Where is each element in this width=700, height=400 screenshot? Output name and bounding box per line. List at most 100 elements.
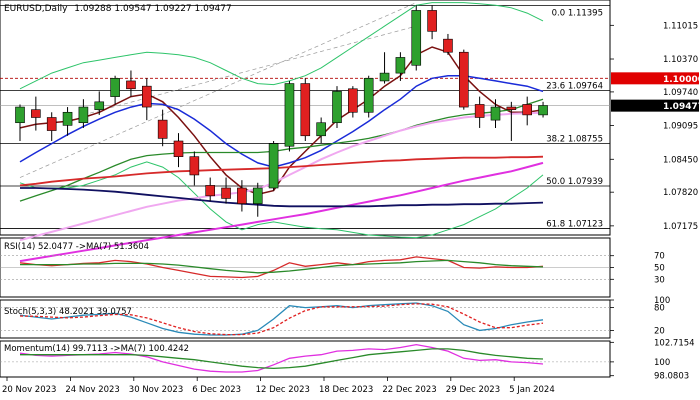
candle xyxy=(538,101,548,118)
panel-3: 102.7154 100 98.0803 xyxy=(0,338,695,382)
panel-y-tick-label: 70 xyxy=(654,252,665,262)
panel-y-tick-label: 100 xyxy=(654,358,670,368)
candle xyxy=(363,75,374,118)
trendline-1 xyxy=(83,25,417,116)
candle xyxy=(173,133,184,168)
bear-candle-body xyxy=(46,117,57,131)
y-tick-label: 1.09740 xyxy=(663,88,698,98)
candle xyxy=(268,141,279,191)
candle xyxy=(78,99,89,128)
bull-candle-body xyxy=(62,111,73,126)
y-tick-label: 1.09095 xyxy=(663,122,698,132)
candle xyxy=(395,52,406,81)
x-tick-label: 29 Dec 2023 xyxy=(446,385,500,395)
candle xyxy=(110,75,120,105)
candle xyxy=(189,151,200,186)
level-badge-text: 1.10000 xyxy=(663,75,700,85)
symbol-label: EURUSD,Daily xyxy=(4,4,68,14)
bear-candle-body xyxy=(427,10,437,32)
candle xyxy=(300,78,311,141)
bollinger-upper-line xyxy=(19,2,544,90)
y-tick-label: 1.07175 xyxy=(663,222,698,232)
bear-candle-body xyxy=(126,80,136,90)
bear-candle-body xyxy=(142,85,152,108)
price-level-labels: 0.0 1.11395 23.6 1.09764 38.2 1.08755 50.0 … xyxy=(546,8,603,229)
y-tick-label: 1.07820 xyxy=(663,188,698,198)
series-line-1 xyxy=(20,348,544,370)
stoch-title: Stoch(5,3,3) 48.2021 39.0757 xyxy=(4,307,132,317)
pink-moving-average-line xyxy=(19,111,544,242)
ohlc-label: 1.09288 1.09547 1.09227 1.09477 xyxy=(74,4,231,14)
fib-label-3: 50.0 1.07939 xyxy=(546,177,603,187)
bull-candle-body xyxy=(252,187,263,204)
candle xyxy=(142,78,152,121)
candle xyxy=(15,104,25,141)
candle xyxy=(46,112,57,141)
candle xyxy=(427,5,437,40)
bull-candle-body xyxy=(538,105,548,116)
candle xyxy=(443,33,453,55)
trendline-0 xyxy=(19,2,417,178)
candle xyxy=(411,5,422,71)
candle xyxy=(31,96,41,131)
svg-text:EURUSD,Daily 1.09288 1.095: EURUSD,Daily 1.09288 1.09547 1.09227 1.0… xyxy=(4,4,232,14)
series-line-0 xyxy=(19,343,544,373)
candle xyxy=(474,96,485,128)
panel-y-tick-label: 98.0803 xyxy=(654,372,689,382)
candle xyxy=(316,117,326,144)
candles xyxy=(15,5,548,217)
navy-moving-average-line xyxy=(20,187,544,208)
candle xyxy=(522,96,533,126)
candle xyxy=(237,180,247,212)
last-price-text: 1.09477 xyxy=(663,102,700,112)
bear-candle-body xyxy=(31,109,41,118)
bear-candle-body xyxy=(522,104,533,116)
bear-candle-body xyxy=(221,187,231,199)
bull-candle-body xyxy=(332,91,342,124)
bull-candle-body xyxy=(490,106,501,121)
y-tick-label: 1.11015 xyxy=(663,21,698,31)
momentum-title: Momentum(14) 99.7113 ->MA(7) 100.4242 xyxy=(4,344,189,354)
x-tick-label: 18 Dec 2023 xyxy=(319,385,373,395)
candle xyxy=(94,91,105,115)
bear-candle-body xyxy=(205,185,215,197)
trendlines xyxy=(19,2,417,178)
candle xyxy=(205,177,215,202)
candle xyxy=(252,182,263,217)
candle xyxy=(221,177,231,204)
x-tick-label: 22 Dec 2023 xyxy=(382,385,436,395)
bear-candle-body xyxy=(474,104,485,118)
bull-candle-body xyxy=(110,78,120,97)
bear-candle-body xyxy=(458,51,469,108)
series-line-0 xyxy=(19,256,544,279)
fib-label-2: 38.2 1.08755 xyxy=(546,134,603,144)
red-moving-average-line xyxy=(19,155,544,187)
bull-candle-body xyxy=(284,83,295,147)
fib-label-0: 0.0 1.11395 xyxy=(552,8,603,18)
candle xyxy=(332,86,342,128)
bear-candle-body xyxy=(443,38,453,53)
candle xyxy=(379,52,390,84)
bear-candle-body xyxy=(300,83,311,137)
moving-averages xyxy=(19,46,544,263)
panel-y-tick-label: 20 xyxy=(654,326,665,336)
magenta-moving-average-line xyxy=(19,161,544,263)
level-badge-box xyxy=(611,72,699,85)
panel-y-tick-label: 30 xyxy=(654,275,665,285)
bull-candle-body xyxy=(316,122,326,137)
x-axis-ticks: 20 Nov 2023 24 Nov 2023 30 Nov 2023 6 Dec 2… xyxy=(2,377,555,395)
x-tick-label: 5 Jan 2024 xyxy=(509,385,555,395)
bull-candle-body xyxy=(268,143,279,189)
panel-y-tick-label: 100 xyxy=(654,296,670,306)
candle xyxy=(458,49,469,110)
bull-candle-body xyxy=(379,72,390,82)
bull-candle-body xyxy=(411,10,422,66)
candle xyxy=(284,80,295,152)
y-tick-label: 1.08450 xyxy=(663,155,698,165)
blue-moving-average-line xyxy=(19,74,544,168)
series-line-1 xyxy=(19,303,544,336)
bull-candle-body xyxy=(15,106,25,124)
candle xyxy=(506,101,517,141)
